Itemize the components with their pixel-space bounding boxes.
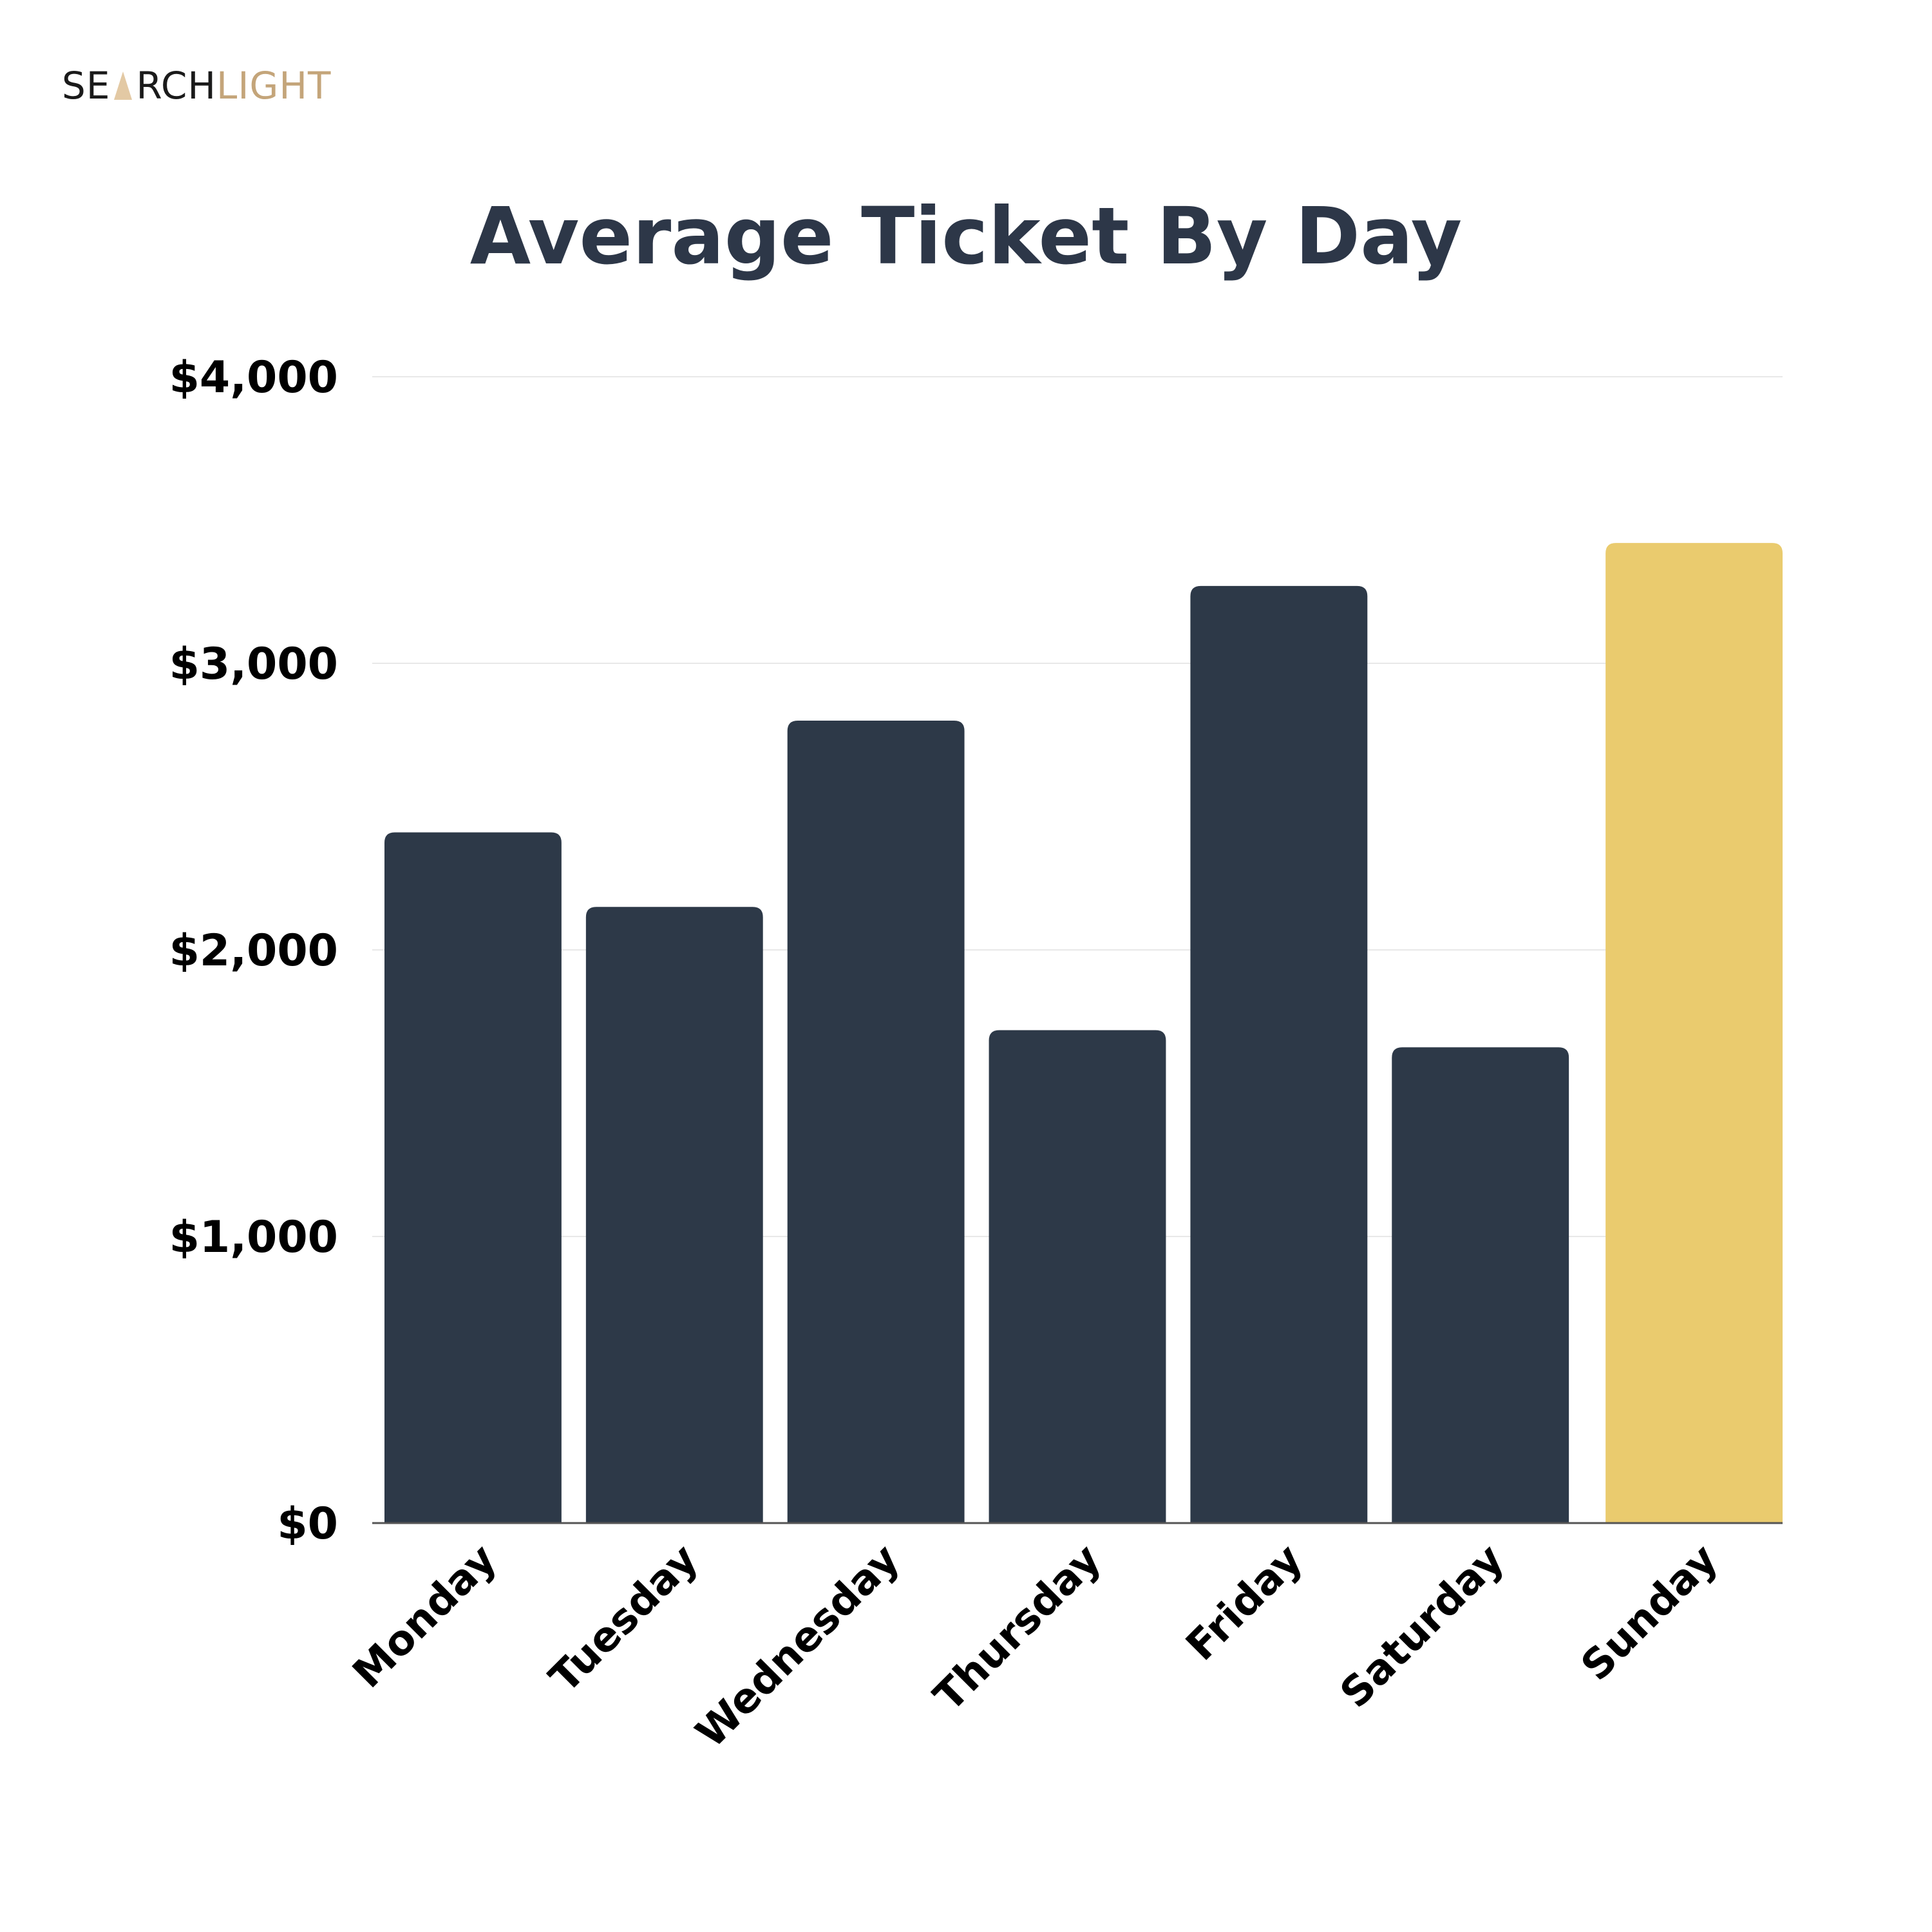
x-tick-label-friday: Friday <box>1177 1535 1312 1670</box>
bar-friday <box>1190 585 1368 1523</box>
x-tick-label-thursday: Thursday <box>925 1535 1110 1721</box>
x-tick-label-wednesday: Wednesday <box>687 1535 909 1757</box>
y-tick-label: $2,000 <box>169 925 338 976</box>
bars <box>384 543 1783 1523</box>
searchlight-beam-icon <box>114 71 133 100</box>
bar-wednesday <box>787 721 965 1523</box>
bar-monday <box>384 832 562 1523</box>
x-tick-label-monday: Monday <box>344 1535 506 1698</box>
y-tick-label: $0 <box>277 1499 338 1549</box>
logo-text-light: LIGHT <box>216 64 332 108</box>
bar-tuesday <box>585 907 763 1523</box>
y-tick-label: $4,000 <box>169 352 338 403</box>
x-tick-label-tuesday: Tuesday <box>540 1535 707 1702</box>
bar-thursday <box>989 1030 1166 1523</box>
x-tick-label-saturday: Saturday <box>1331 1535 1513 1718</box>
x-tick-label-sunday: Sunday <box>1572 1535 1727 1690</box>
bar-sunday <box>1605 543 1783 1523</box>
y-tick-label: $1,000 <box>169 1212 338 1263</box>
searchlight-logo: SE RCHLIGHT <box>62 67 331 104</box>
logo-text-se: SE <box>62 64 111 108</box>
y-tick-label: $3,000 <box>169 639 338 690</box>
y-axis-ticks: $0 $1,000 $2,000 $3,000 $4,000 <box>169 352 338 1549</box>
bar-saturday <box>1392 1047 1569 1523</box>
logo-text-rch: RCH <box>136 64 216 108</box>
chart-title: Average Ticket By Day <box>469 191 1463 282</box>
